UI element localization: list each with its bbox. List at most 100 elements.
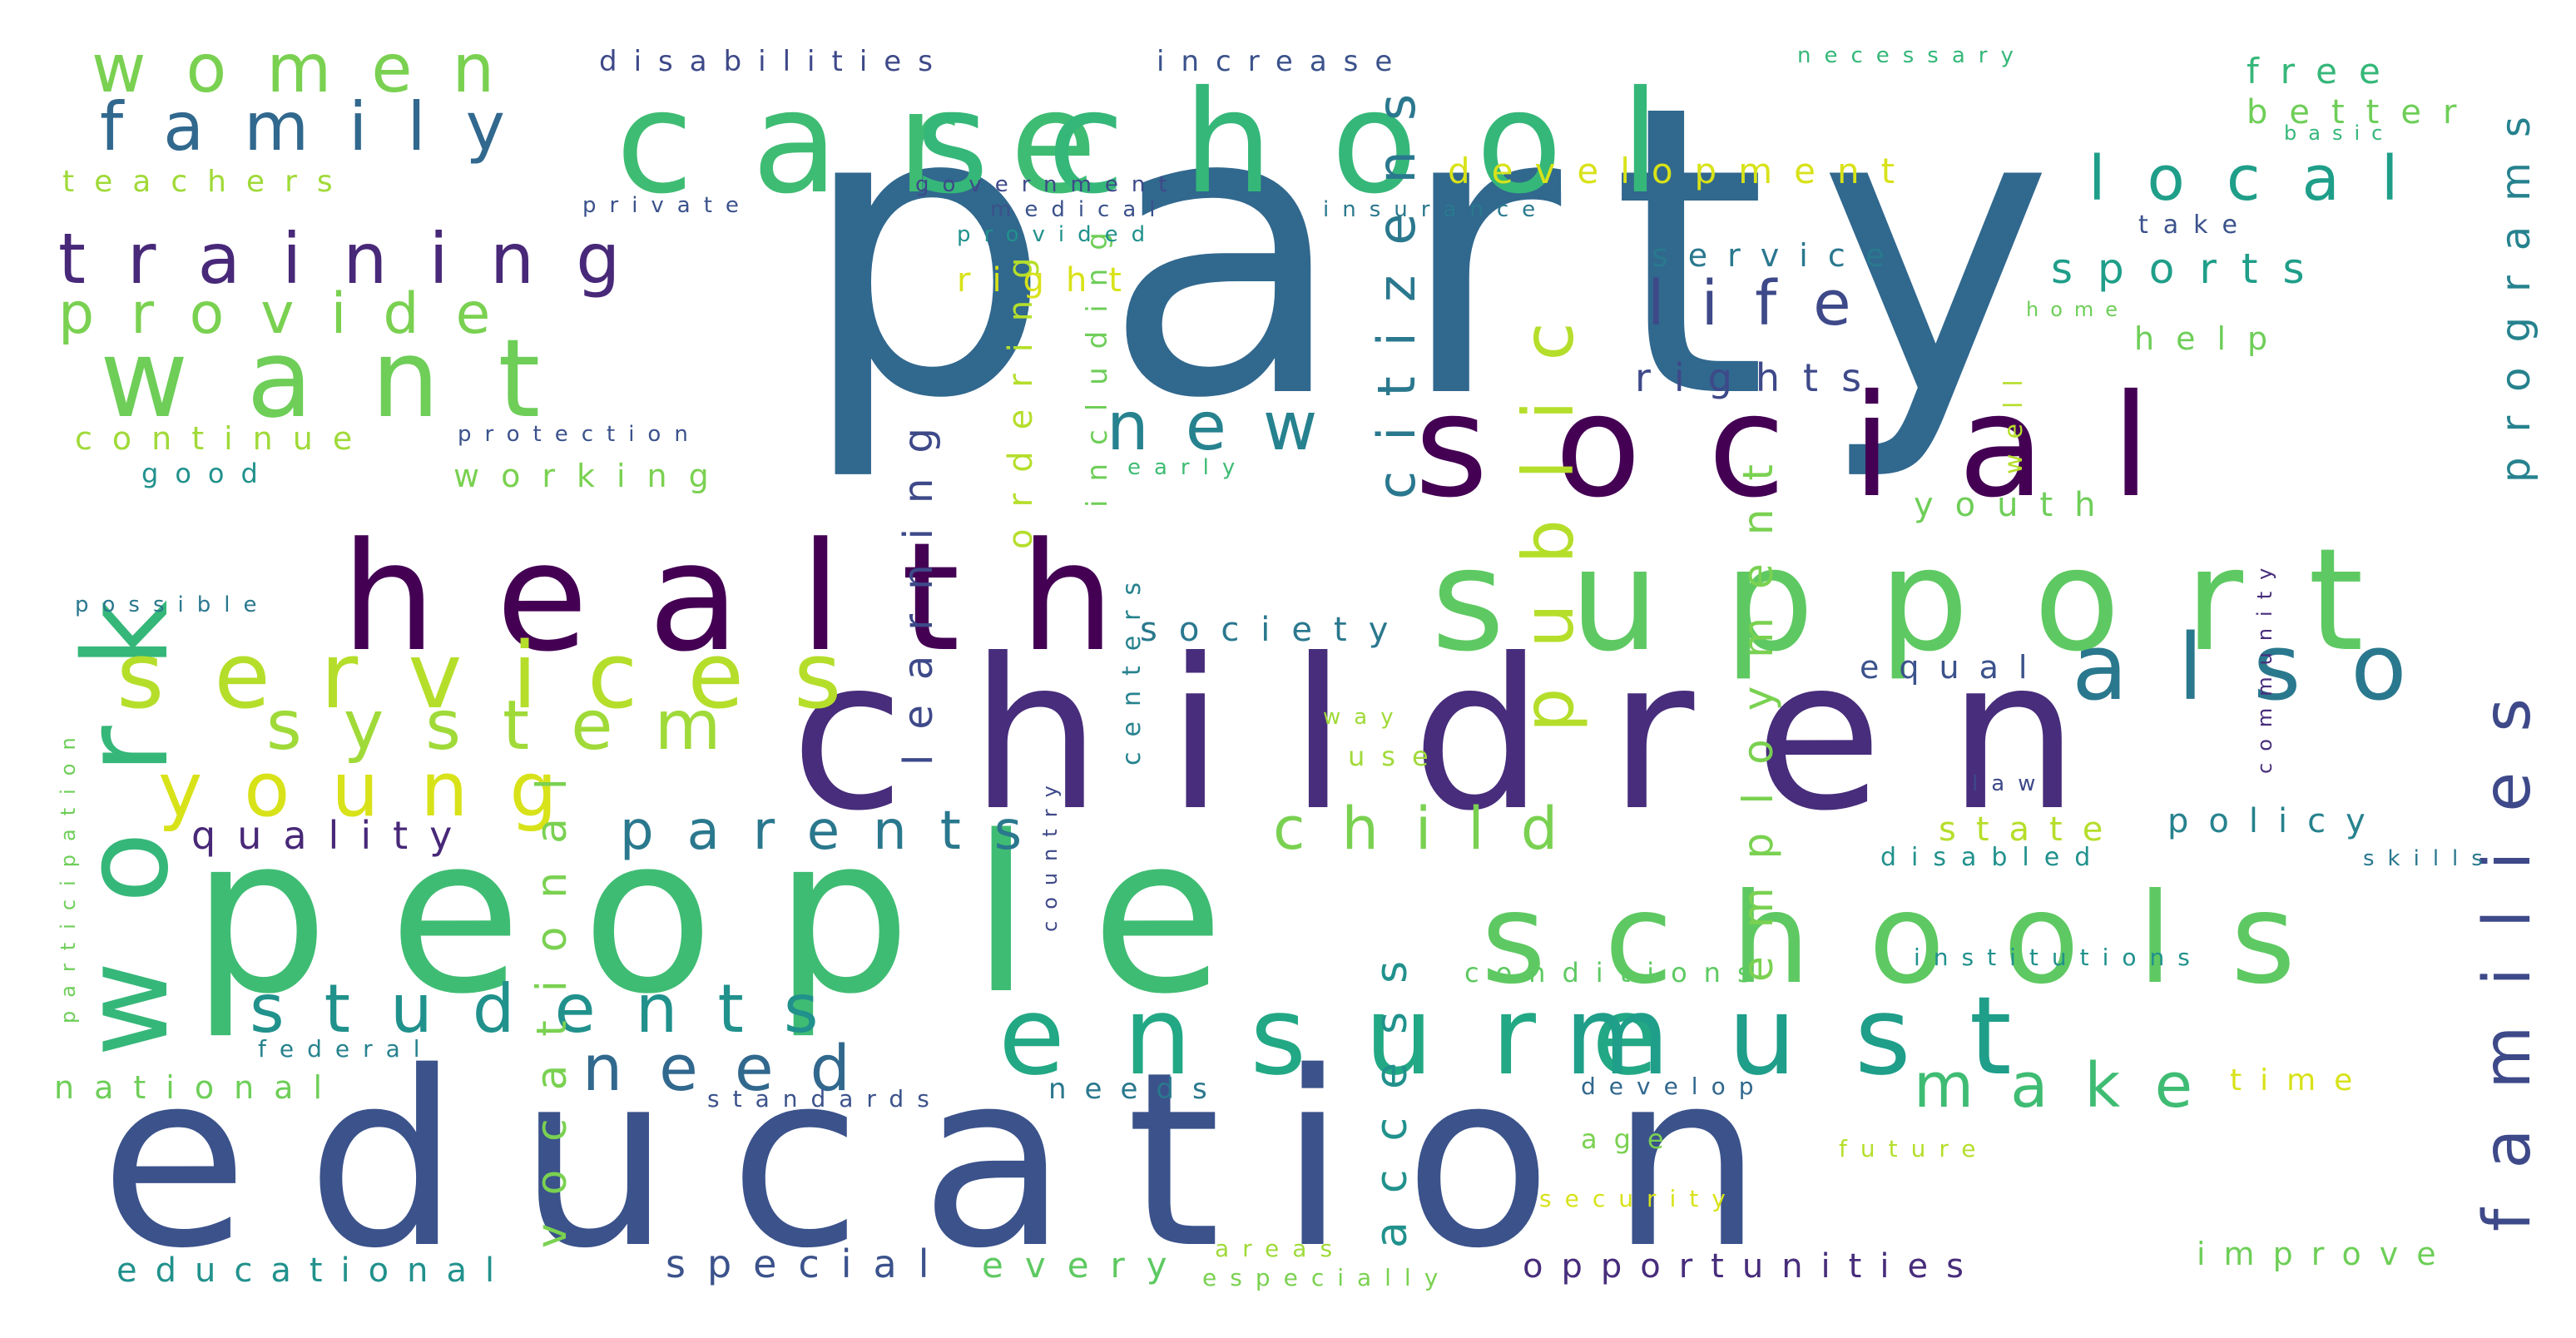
cloud-word-state: state	[1939, 810, 2123, 849]
cloud-word-school: school	[915, 61, 1718, 225]
cloud-word-standards: standards	[707, 1085, 943, 1113]
cloud-word-schools: schools	[1481, 867, 2354, 1012]
cloud-word-working: working	[453, 458, 731, 494]
cloud-word-future: future	[1839, 1135, 1989, 1162]
cloud-word-needs: needs	[1048, 1073, 1226, 1106]
cloud-word-support: support	[1431, 518, 2429, 683]
cloud-word-students: students	[250, 970, 859, 1048]
cloud-word-people: people	[191, 790, 1284, 1042]
cloud-word-vocational: vocational	[528, 750, 576, 1248]
cloud-word-institutions: institutions	[1914, 944, 2203, 971]
cloud-word-law: law	[1972, 771, 2048, 796]
cloud-word-women: women	[92, 30, 534, 107]
cloud-word-service: service	[1652, 237, 1905, 274]
cloud-word-use: use	[1348, 741, 1445, 772]
cloud-word-quality: quality	[191, 813, 473, 858]
cloud-word-citizens: citizens	[1366, 64, 1427, 499]
cloud-word-also: also	[2072, 614, 2457, 721]
cloud-word-community: community	[2253, 557, 2276, 774]
cloud-word-care: care	[616, 61, 1155, 225]
cloud-word-disabilities: disabilities	[599, 45, 949, 78]
cloud-word-system: system	[266, 686, 762, 766]
cloud-word-including: including	[1081, 214, 1114, 508]
cloud-word-country: country	[1038, 774, 1062, 932]
cloud-word-centers: centers	[1117, 567, 1147, 766]
cloud-word-want: want	[100, 315, 598, 442]
cloud-word-disabled: disabled	[1880, 843, 2105, 872]
cloud-word-training: training	[58, 218, 661, 300]
cloud-word-possible: possible	[75, 592, 270, 617]
cloud-word-youth: youth	[1914, 486, 2118, 524]
cloud-word-insurance: insurance	[1323, 197, 1548, 222]
cloud-word-basic: basic	[2284, 121, 2394, 145]
cloud-word-society: society	[1140, 611, 1409, 649]
cloud-word-help: help	[2134, 320, 2289, 357]
cloud-word-continue: continue	[75, 420, 372, 457]
cloud-word-family: family	[100, 88, 545, 166]
cloud-word-opportunities: opportunities	[1523, 1247, 1982, 1286]
cloud-word-age: age	[1581, 1123, 1681, 1155]
cloud-word-education: education	[100, 1021, 1821, 1301]
cloud-word-public: public	[1508, 282, 1589, 732]
cloud-word-provide: provide	[58, 281, 527, 347]
cloud-word-security: security	[1539, 1185, 1739, 1212]
cloud-word-child: child	[1273, 795, 1594, 863]
cloud-word-right: right	[957, 261, 1143, 300]
cloud-word-ordering: ordering	[1002, 235, 1040, 549]
cloud-word-development: development	[1448, 151, 1916, 191]
cloud-word-participation: participation	[57, 724, 80, 1023]
cloud-word-early: early	[1127, 455, 1248, 480]
cloud-word-improve: improve	[2197, 1236, 2455, 1272]
cloud-word-better: better	[2247, 93, 2478, 131]
cloud-word-learning: learning	[895, 403, 942, 766]
cloud-word-must: must	[1564, 973, 2070, 1099]
cloud-word-parents: parents	[620, 800, 1055, 862]
cloud-word-health: health	[341, 511, 1175, 685]
cloud-word-make: make	[1914, 1050, 2229, 1122]
cloud-word-services: services	[116, 622, 891, 729]
cloud-word-protection: protection	[458, 422, 701, 447]
cloud-word-medical: medical	[990, 197, 1169, 222]
cloud-word-free: free	[2247, 51, 2402, 92]
cloud-word-conditions: conditions	[1464, 957, 1768, 989]
cloud-word-every: every	[982, 1245, 1189, 1286]
cloud-word-necessary: necessary	[1797, 43, 2027, 68]
cloud-word-way: way	[1323, 705, 1407, 730]
cloud-word-life: life	[1647, 268, 1888, 339]
cloud-word-take: take	[2138, 211, 2252, 240]
cloud-word-work: work	[59, 542, 195, 1057]
cloud-word-policy: policy	[2167, 802, 2385, 840]
cloud-word-especially: especially	[1202, 1264, 1451, 1291]
cloud-word-federal: federal	[258, 1035, 433, 1063]
cloud-word-areas: areas	[1215, 1235, 1345, 1262]
cloud-word-teachers: teachers	[62, 165, 353, 199]
cloud-word-access: access	[1367, 933, 1417, 1248]
cloud-word-well: well	[1999, 364, 2029, 474]
cloud-word-provided: provided	[957, 222, 1158, 247]
cloud-word-families: families	[2470, 658, 2545, 1231]
cloud-word-young: young	[158, 746, 599, 834]
cloud-word-equal: equal	[1860, 649, 2047, 686]
cloud-word-home: home	[2026, 298, 2129, 321]
cloud-word-private: private	[582, 193, 752, 218]
cloud-word-national: national	[54, 1069, 342, 1106]
cloud-word-special: special	[666, 1241, 951, 1286]
cloud-word-time: time	[2230, 1063, 2370, 1098]
cloud-word-local: local	[2088, 143, 2440, 215]
cloud-word-rights: rights	[1635, 355, 1885, 400]
cloud-word-need: need	[582, 1031, 887, 1105]
cloud-word-good: good	[141, 458, 275, 489]
cloud-word-programs: programs	[2493, 92, 2539, 483]
cloud-word-government: government	[915, 172, 1181, 197]
cloud-word-party: party	[799, 21, 2103, 486]
cloud-word-children: children	[790, 614, 2144, 856]
cloud-word-develop: develop	[1581, 1073, 1766, 1100]
cloud-word-increase: increase	[1157, 45, 1409, 78]
cloud-word-educational: educational	[116, 1251, 513, 1290]
cloud-word-employment: employment	[1734, 436, 1782, 982]
cloud-word-new: new	[1107, 388, 1354, 465]
cloud-word-skills: skills	[2363, 846, 2496, 871]
cloud-word-ensure: ensure	[998, 973, 1717, 1099]
cloud-word-sports: sports	[2051, 245, 2330, 293]
